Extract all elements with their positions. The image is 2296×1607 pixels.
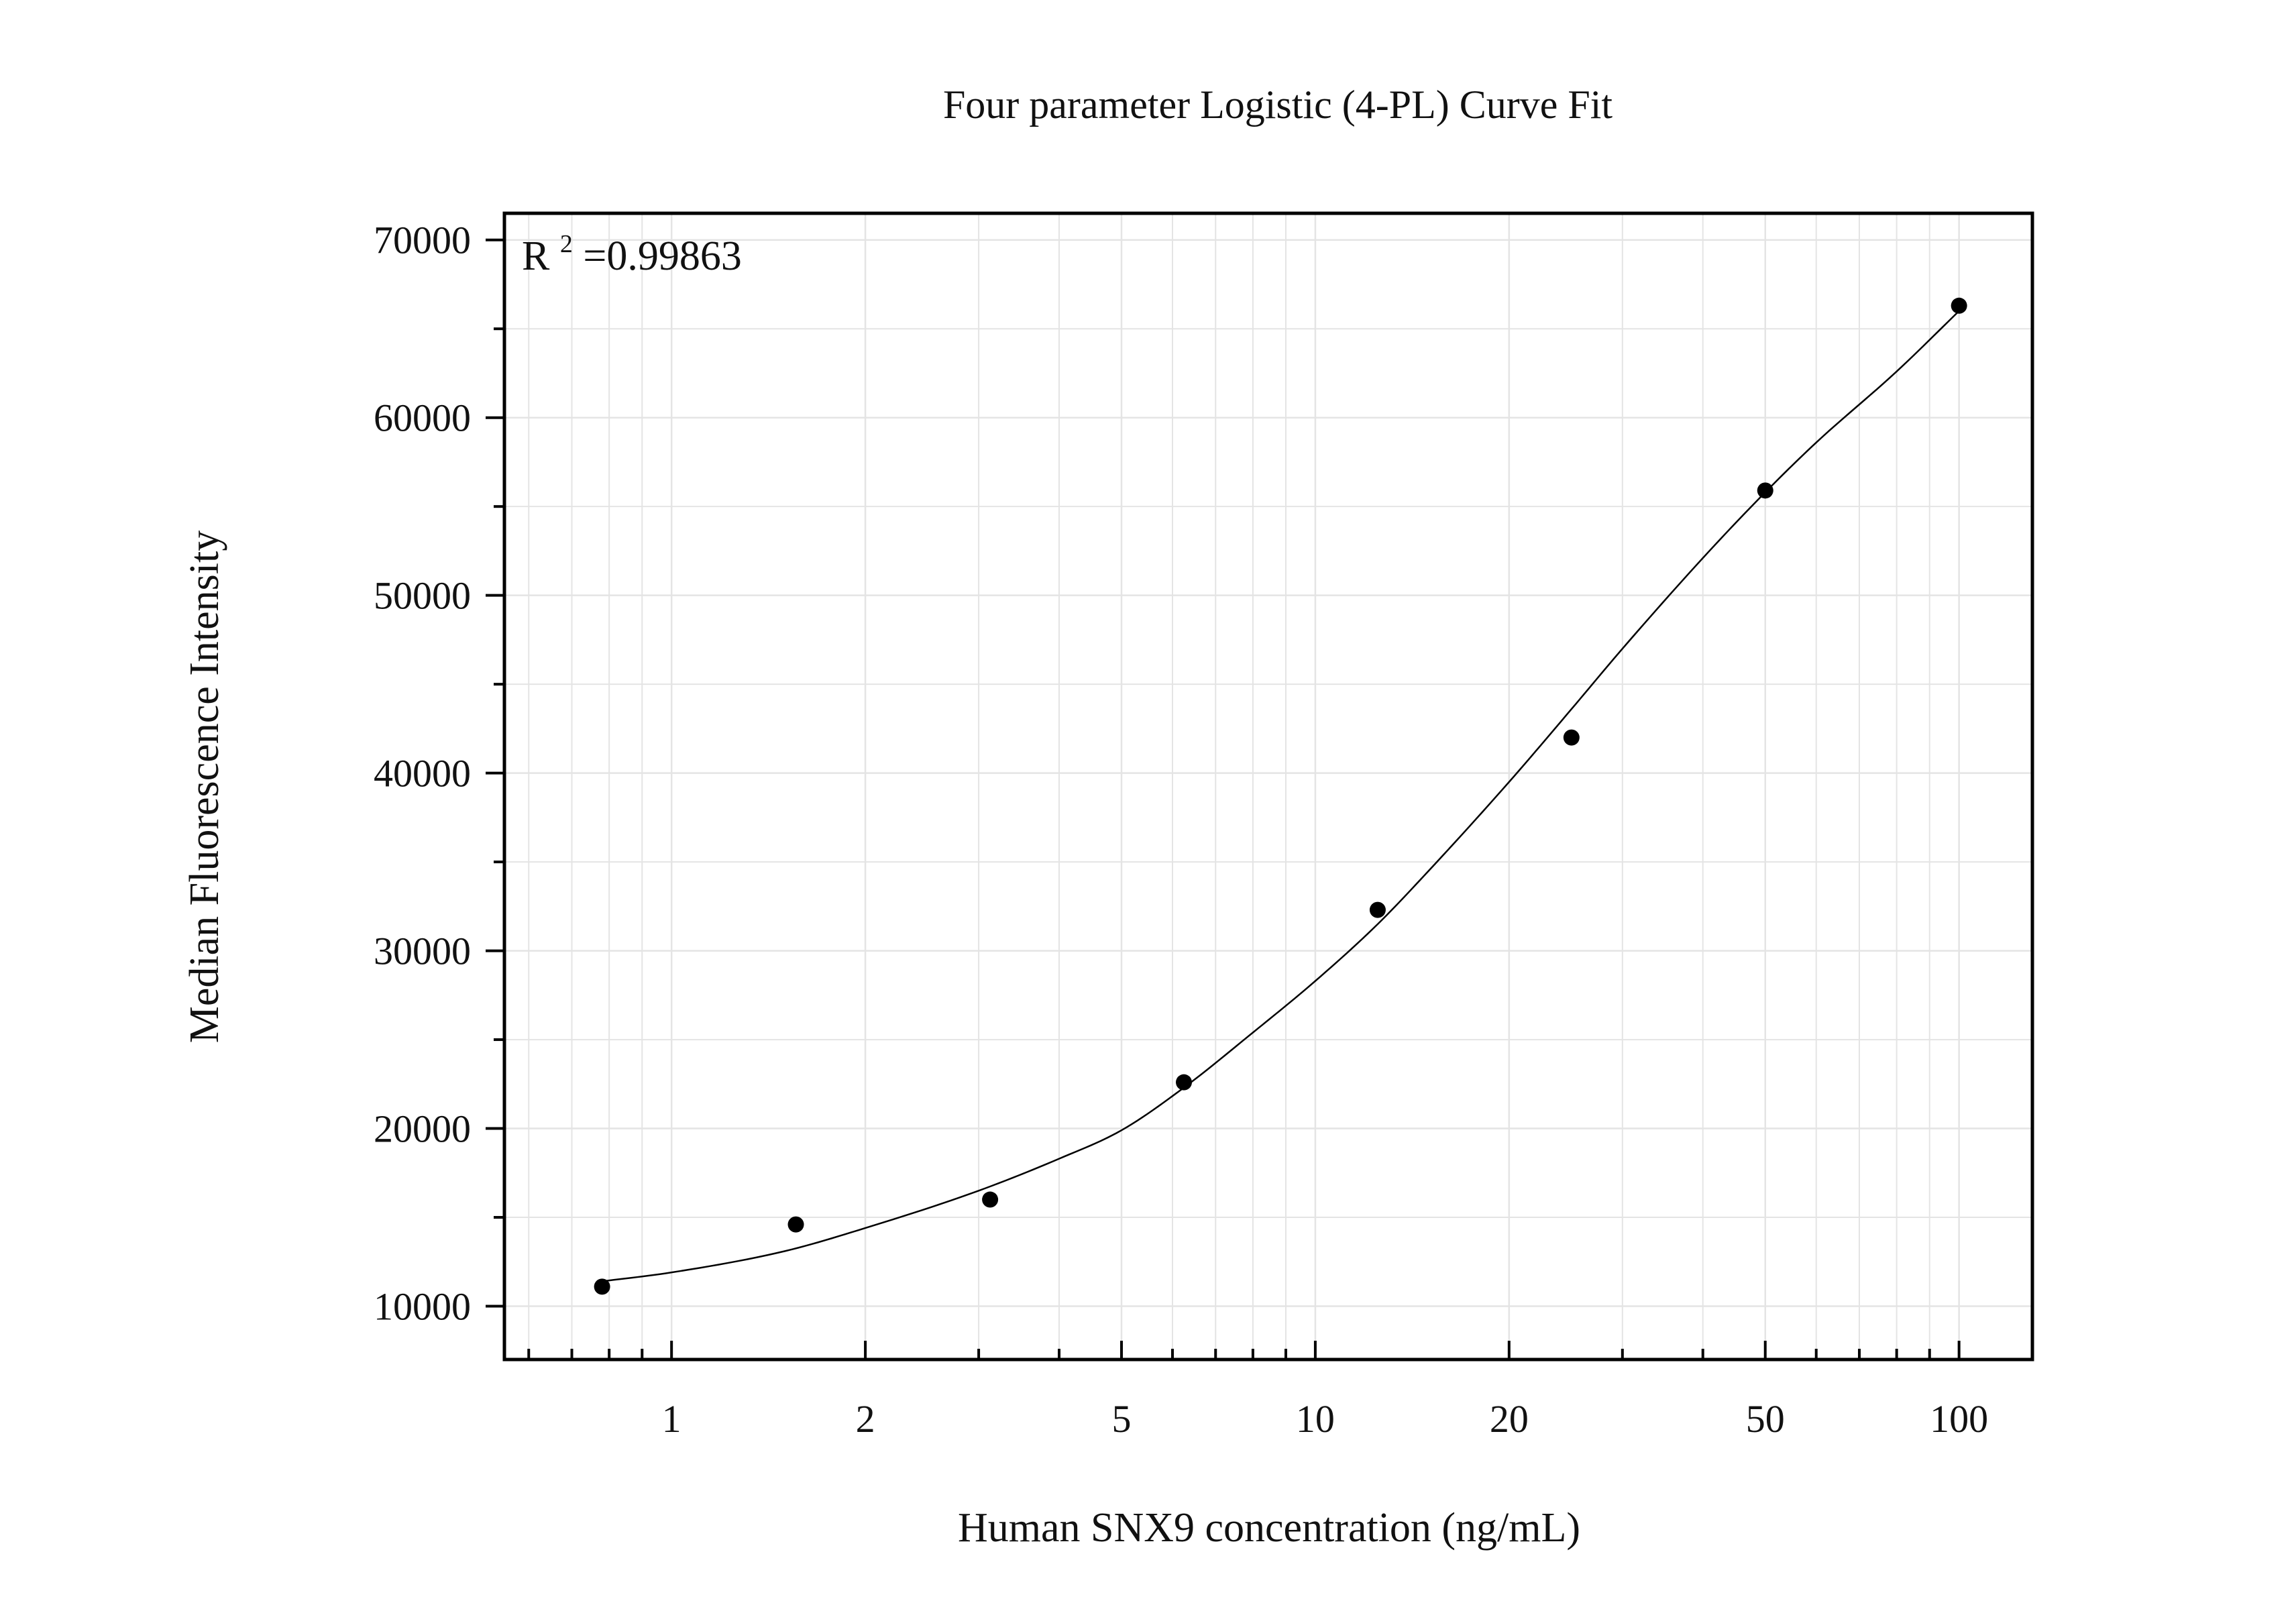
data-point (1563, 729, 1580, 746)
data-point (787, 1216, 804, 1233)
plot-frame (502, 211, 2034, 1362)
grid-lines (504, 213, 2032, 1360)
r-squared-value: =0.99863 (583, 233, 741, 279)
y-tick-label: 60000 (374, 396, 471, 440)
x-tick-label: 10 (1296, 1397, 1335, 1441)
data-point (1369, 901, 1386, 918)
x-axis: 1 2 5 10 20 50 100 (527, 1341, 1988, 1441)
y-tick-label: 50000 (374, 574, 471, 618)
x-tick-label: 5 (1112, 1397, 1132, 1441)
y-tick-label: 30000 (374, 930, 471, 973)
data-point (1951, 297, 1967, 314)
fit-curve-layer (602, 310, 1960, 1282)
y-tick-label: 40000 (374, 752, 471, 795)
y-tick-label: 10000 (374, 1285, 471, 1329)
x-tick-label: 20 (1490, 1397, 1529, 1441)
y-tick-label: 20000 (374, 1107, 471, 1151)
y-axis-label: Median Fluorescence Intensity (182, 531, 227, 1043)
data-point (594, 1278, 610, 1295)
data-points (594, 297, 1967, 1295)
x-tick-label: 50 (1746, 1397, 1785, 1441)
y-axis: 10000 20000 30000 40000 50000 60000 70000 (374, 219, 504, 1329)
y-tick-label: 70000 (374, 219, 471, 262)
x-axis-label: Human SNX9 concentration (ng/mL) (958, 1505, 1580, 1551)
r-squared-superscript: 2 (560, 230, 573, 258)
x-tick-label: 2 (856, 1397, 875, 1441)
fit-curve (602, 310, 1960, 1282)
data-point (1757, 482, 1773, 499)
data-point (982, 1191, 999, 1208)
r-squared-annotation: R 2 =0.99863 (522, 216, 742, 279)
chart-title: Four parameter Logistic (4-PL) Curve Fit (943, 82, 1612, 127)
x-tick-label: 1 (662, 1397, 681, 1441)
x-tick-label: 100 (1930, 1397, 1988, 1441)
data-point (1176, 1074, 1193, 1091)
r-squared-base: R (522, 233, 550, 279)
